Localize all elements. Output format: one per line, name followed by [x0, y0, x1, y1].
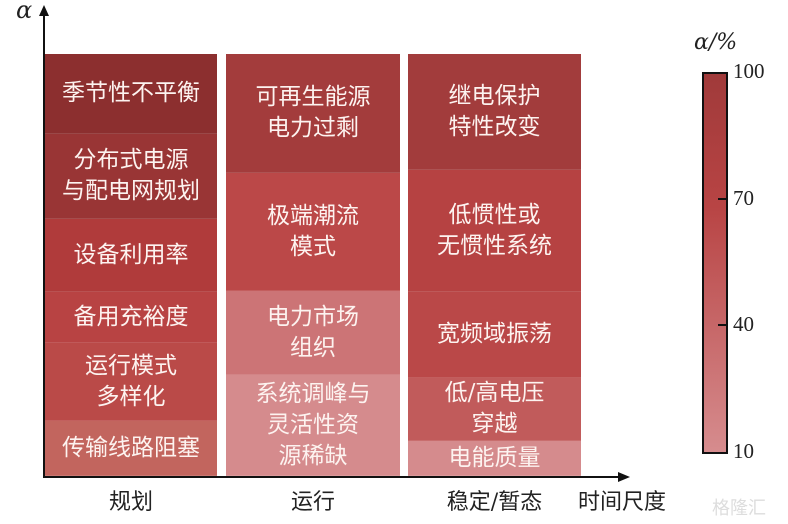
colorbar-tick-label: 40: [733, 312, 754, 336]
colorbar-tick-label: 100: [733, 59, 765, 83]
x-axis-label: 时间尺度: [578, 490, 667, 515]
heatmap-cell: 继电保护 特性改变: [408, 54, 581, 170]
y-axis-label: α: [16, 0, 33, 24]
colorbar-tick: [718, 324, 726, 326]
column-label: 稳定/暂态: [446, 490, 543, 515]
heatmap-cell: 低惯性或 无惯性系统: [408, 170, 581, 292]
heatmap-cell: 季节性不平衡: [45, 54, 217, 134]
heatmap-cell: 可再生能源 电力过剩: [226, 54, 400, 173]
heatmap-cell: 分布式电源 与配电网规划: [45, 134, 217, 219]
colorbar: [702, 72, 728, 454]
column-label: 运行: [290, 490, 335, 515]
colorbar-label: α/%: [694, 30, 738, 55]
heatmap-cell: 电力市场 组织: [226, 291, 400, 375]
watermark-logo: 格隆汇: [712, 498, 766, 519]
x-axis-arrow: [618, 472, 630, 482]
y-axis-arrow: [39, 5, 49, 16]
column-label: 规划: [108, 490, 153, 515]
heatmap-cell: 电能质量: [408, 441, 581, 476]
heatmap-cell: 系统调峰与 灵活性资 源稀缺: [226, 375, 400, 476]
heatmap-cell: 设备利用率: [45, 219, 217, 292]
colorbar-tick-label: 70: [733, 186, 754, 210]
heatmap-cell: 运行模式 多样化: [45, 343, 217, 421]
heatmap-cell: 传输线路阻塞: [45, 421, 217, 476]
heatmap-cell: 极端潮流 模式: [226, 173, 400, 291]
heatmap-cell: 低/高电压 穿越: [408, 378, 581, 441]
heatmap-cell: 备用充裕度: [45, 292, 217, 343]
colorbar-tick-label: 10: [733, 439, 754, 463]
colorbar-tick: [718, 198, 726, 200]
heatmap-cell: 宽频域振荡: [408, 292, 581, 378]
